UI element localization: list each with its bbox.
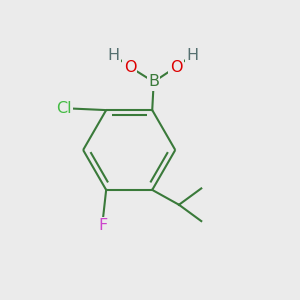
Text: F: F (99, 218, 108, 233)
Text: O: O (170, 59, 182, 74)
Text: H: H (186, 48, 198, 63)
Text: O: O (124, 59, 136, 74)
Text: Cl: Cl (56, 101, 72, 116)
Text: B: B (148, 74, 159, 89)
Text: H: H (107, 48, 120, 63)
